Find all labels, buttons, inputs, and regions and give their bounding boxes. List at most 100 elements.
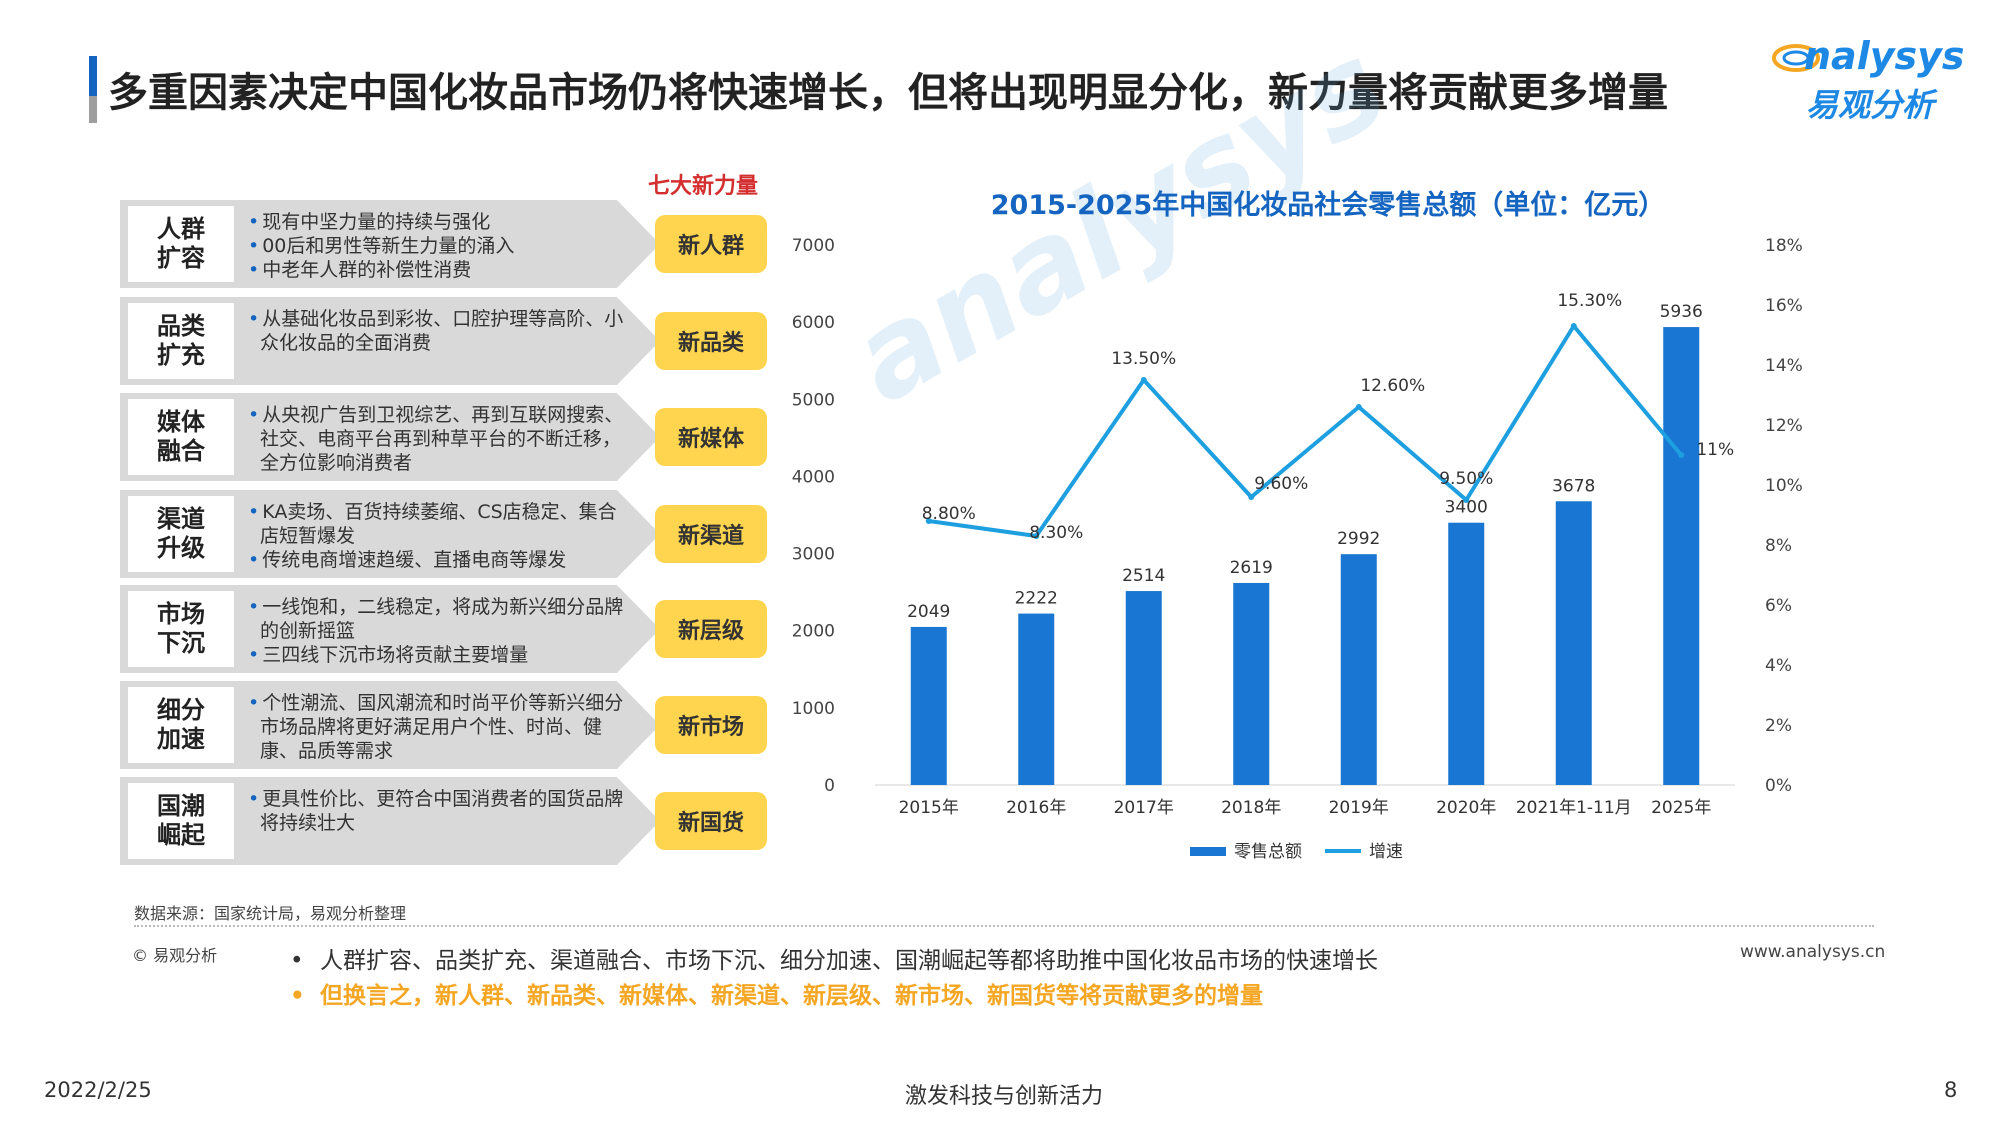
- y-left-tick-label: 6000: [792, 313, 835, 333]
- page-title: 多重因素决定中国化妆品市场仍将快速增长，但将出现明显分化，新力量将贡献更多增量: [108, 70, 1668, 116]
- factor-item: 从基础化妆品到彩妆、口腔护理等高阶、小众化妆品的全面消费: [248, 307, 628, 355]
- growth-value-label: 15.30%: [1557, 291, 1622, 311]
- growth-value-label: 9.50%: [1439, 469, 1493, 489]
- summary-bullet-1: • 人群扩容、品类扩充、渠道融合、市场下沉、细分加速、国潮崛起等都将助推中国化妆品…: [290, 948, 1378, 974]
- new-force-tag: 新市场: [655, 696, 767, 754]
- growth-point: [1033, 533, 1040, 539]
- new-force-tag: 新国货: [655, 792, 767, 850]
- factor-items: 个性潮流、国风潮流和时尚平价等新兴细分市场品牌将更好满足用户个性、时尚、健康、品…: [248, 691, 628, 763]
- factor-items: KA卖场、百货持续萎缩、CS店稳定、集合店短暂爆发传统电商增速趋缓、直播电商等爆…: [248, 500, 628, 572]
- footer-date: 2022/2/25: [44, 1078, 152, 1102]
- bar-value-label: 3400: [1445, 498, 1488, 518]
- growth-value-label: 12.60%: [1360, 376, 1425, 396]
- new-force-tag: 新人群: [655, 215, 767, 273]
- bar-value-label: 2049: [907, 602, 950, 622]
- factor-label: 媒体 融合: [128, 399, 234, 475]
- y-right-tick-label: 8%: [1765, 536, 1792, 556]
- new-force-tag: 新层级: [655, 600, 767, 658]
- summary-bullet-2: • 但换言之，新人群、新品类、新媒体、新渠道、新层级、新市场、新国货等将贡献更多的…: [290, 983, 1263, 1009]
- bar: [1125, 591, 1162, 785]
- growth-point: [1140, 377, 1147, 383]
- new-force-tag: 新渠道: [655, 505, 767, 563]
- growth-point: [1570, 323, 1577, 329]
- factor-label: 国潮 崛起: [128, 783, 234, 859]
- bar: [1663, 327, 1700, 785]
- bar: [1018, 613, 1055, 785]
- y-left-tick-label: 1000: [792, 699, 835, 719]
- factor-row: 市场 下沉一线饱和，二线稳定，将成为新兴细分品牌的创新摇篮三四线下沉市场将贡献主…: [120, 585, 660, 673]
- factor-items: 从央视广告到卫视综艺、再到互联网搜索、社交、电商平台再到种草平台的不断迁移，全方…: [248, 403, 628, 475]
- divider: [134, 925, 1874, 927]
- factor-item: 现有中坚力量的持续与强化: [248, 210, 628, 234]
- logo-cn-text: 易观分析: [1806, 86, 1935, 124]
- factor-items: 更具性价比、更符合中国消费者的国货品牌将持续壮大: [248, 787, 628, 835]
- combo-chart: 0 1000 2000 3000 4000 5000 6000 7000 0% 2% 4% 6% 8% 1…: [792, 236, 1803, 862]
- factor-item: 一线饱和，二线稳定，将成为新兴细分品牌的创新摇篮: [248, 595, 628, 643]
- copyright: © 易观分析: [132, 946, 218, 965]
- y-right-tick-label: 2%: [1765, 716, 1792, 736]
- growth-value-label: 13.50%: [1111, 349, 1176, 369]
- summary-bullet-1-text: 人群扩容、品类扩充、渠道融合、市场下沉、细分加速、国潮崛起等都将助推中国化妆品市…: [320, 948, 1378, 974]
- x-tick-label: 2025年: [1651, 798, 1711, 818]
- legend-bar-label: 零售总额: [1234, 842, 1302, 862]
- footer-slogan: 激发科技与创新活力: [905, 1084, 1104, 1109]
- title-accent-bar-gray: [89, 96, 97, 123]
- bar: [1448, 522, 1485, 785]
- y-right-tick-label: 4%: [1765, 656, 1792, 676]
- y-left-tick-label: 0: [824, 776, 835, 796]
- bar: [910, 626, 947, 785]
- x-tick-label: 2016年: [1006, 798, 1066, 818]
- growth-point: [1355, 404, 1362, 410]
- factor-items: 现有中坚力量的持续与强化00后和男性等新生力量的涌入中老年人群的补偿性消费: [248, 210, 628, 282]
- legend-bar-swatch: [1190, 847, 1226, 856]
- factor-label: 细分 加速: [128, 687, 234, 763]
- chart-title: 2015-2025年中国化妆品社会零售总额（单位：亿元）: [990, 190, 1666, 221]
- factors-heading: 七大新力量: [648, 174, 759, 199]
- data-source: 数据来源：国家统计局，易观分析整理: [134, 904, 407, 923]
- x-tick-label: 2021年1-11月: [1516, 798, 1632, 818]
- analysys-logo: nalysys 易观分析: [1770, 28, 1970, 128]
- growth-value-label: 9.60%: [1254, 474, 1308, 494]
- y-right-tick-label: 18%: [1765, 236, 1803, 256]
- bar: [1233, 582, 1270, 785]
- factor-items: 一线饱和，二线稳定，将成为新兴细分品牌的创新摇篮三四线下沉市场将贡献主要增量: [248, 595, 628, 667]
- y-right-tick-label: 12%: [1765, 416, 1803, 436]
- factor-row: 媒体 融合从央视广告到卫视综艺、再到互联网搜索、社交、电商平台再到种草平台的不断…: [120, 393, 660, 481]
- y-left-tick-label: 7000: [792, 236, 835, 256]
- y-left-tick-label: 2000: [792, 622, 835, 642]
- factor-item: 三四线下沉市场将贡献主要增量: [248, 643, 628, 667]
- bar: [1555, 501, 1592, 785]
- factor-item: 中老年人群的补偿性消费: [248, 258, 628, 282]
- growth-value-label: 8.80%: [922, 504, 976, 524]
- summary-bullet-2-text: 但换言之，新人群、新品类、新媒体、新渠道、新层级、新市场、新国货等将贡献更多的增…: [320, 983, 1263, 1009]
- x-tick-label: 2020年: [1436, 798, 1496, 818]
- bar-value-label: 2222: [1015, 589, 1058, 609]
- page-number: 8: [1944, 1078, 1958, 1102]
- factor-item: 从央视广告到卫视综艺、再到互联网搜索、社交、电商平台再到种草平台的不断迁移，全方…: [248, 403, 628, 475]
- bar-value-label: 2514: [1122, 566, 1165, 586]
- y-right-tick-label: 6%: [1765, 596, 1792, 616]
- bar-value-label: 5936: [1660, 302, 1703, 322]
- x-tick-label: 2019年: [1329, 798, 1389, 818]
- growth-value-label: 11%: [1696, 440, 1734, 460]
- bar: [1340, 554, 1377, 785]
- factor-item: 传统电商增速趋缓、直播电商等爆发: [248, 548, 628, 572]
- factor-item: 更具性价比、更符合中国消费者的国货品牌将持续壮大: [248, 787, 628, 835]
- bar-value-label: 2619: [1230, 558, 1273, 578]
- legend-line-label: 增速: [1369, 842, 1403, 862]
- y-right-tick-label: 10%: [1765, 476, 1803, 496]
- factor-row: 品类 扩充从基础化妆品到彩妆、口腔护理等高阶、小众化妆品的全面消费: [120, 297, 660, 385]
- y-right-tick-label: 0%: [1765, 776, 1792, 796]
- x-tick-label: 2015年: [899, 798, 959, 818]
- logo-swirl-icon: [1772, 44, 1820, 72]
- growth-value-label: 8.30%: [1029, 523, 1083, 543]
- website-url: www.analysys.cn: [1740, 942, 1886, 962]
- factor-label: 市场 下沉: [128, 591, 234, 667]
- new-force-tag: 新媒体: [655, 408, 767, 466]
- factor-item: 00后和男性等新生力量的涌入: [248, 234, 628, 258]
- factor-item: KA卖场、百货持续萎缩、CS店稳定、集合店短暂爆发: [248, 500, 628, 548]
- growth-point: [1248, 494, 1255, 500]
- y-right-tick-label: 16%: [1765, 296, 1803, 316]
- factor-label: 渠道 升级: [128, 496, 234, 572]
- y-left-tick-label: 5000: [792, 390, 835, 410]
